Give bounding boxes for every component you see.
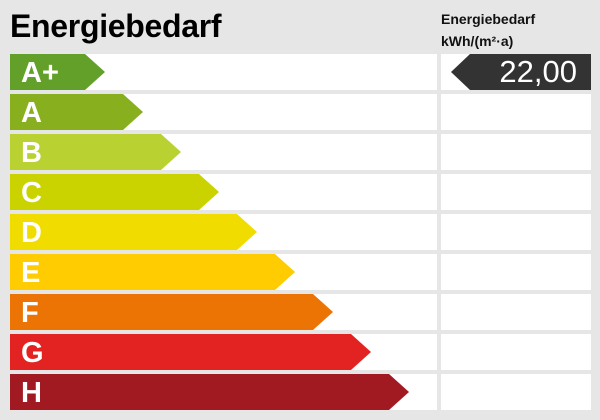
energy-class-label: C	[21, 177, 42, 209]
energy-class-label: E	[21, 257, 41, 289]
unit-header-title: Energiebedarf	[441, 11, 536, 27]
energy-class-label: A	[21, 97, 42, 129]
unit-header: Energiebedarf kWh/(m²·a)	[441, 8, 535, 52]
energy-class-row: D	[10, 214, 437, 250]
energy-class-label: H	[21, 377, 42, 409]
energy-class-row: B	[10, 134, 437, 170]
energy-class-arrow-shape	[10, 94, 143, 130]
energy-class-arrow-shape	[10, 254, 295, 290]
energy-class-row: A+	[10, 54, 437, 90]
energy-class-row: F	[10, 294, 437, 330]
energy-value-indicator: 22,00	[451, 54, 591, 90]
energy-class-label: F	[21, 297, 39, 329]
energy-class-arrow-shape	[10, 54, 105, 90]
energy-class-arrow-shape	[10, 374, 409, 410]
energy-class-row: A	[10, 94, 437, 130]
value-cell: 22,00	[441, 54, 591, 90]
energy-class-row: G	[10, 334, 437, 370]
energy-class-arrow-shape	[10, 214, 257, 250]
page-title: Energiebedarf	[10, 8, 222, 44]
energy-class-label: B	[21, 137, 42, 169]
energy-class-row: E	[10, 254, 437, 290]
value-cell	[441, 334, 591, 370]
value-cell	[441, 174, 591, 210]
energy-value: 22,00	[499, 54, 577, 89]
value-cell	[441, 94, 591, 130]
unit-header-unit: kWh/(m²·a)	[441, 33, 514, 49]
energy-class-label: G	[21, 337, 44, 369]
energy-class-arrow-shape	[10, 174, 219, 210]
value-cell	[441, 254, 591, 290]
energy-class-arrow-shape	[10, 134, 181, 170]
energy-class-label: A+	[21, 57, 59, 89]
energy-class-arrow-shape	[10, 294, 333, 330]
value-cell	[441, 134, 591, 170]
energy-class-row: C	[10, 174, 437, 210]
value-cell	[441, 214, 591, 250]
value-cell	[441, 374, 591, 410]
energy-class-label: D	[21, 217, 42, 249]
energy-class-arrow-shape	[10, 334, 371, 370]
energy-class-row: H	[10, 374, 437, 410]
value-cell	[441, 294, 591, 330]
